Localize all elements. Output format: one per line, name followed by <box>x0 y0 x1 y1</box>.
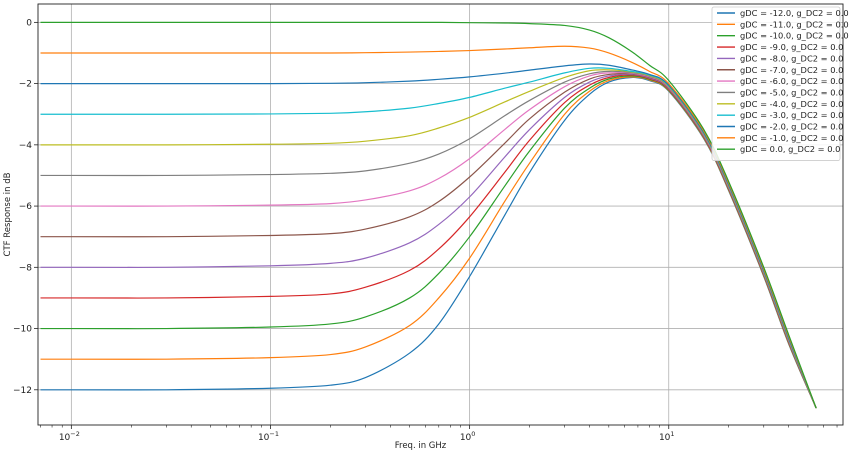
legend-entry: gDC = -7.0, g_DC2 = 0.0 <box>740 65 843 75</box>
y-tick-label: −6 <box>19 202 33 212</box>
y-tick-label: 0 <box>26 18 32 28</box>
x-tick-label: 101 <box>659 430 675 443</box>
x-axis-ticks: 10−2 10−1 100 101 <box>40 425 838 443</box>
series-line-10 <box>40 63 817 409</box>
plot-frame <box>37 3 844 426</box>
legend-entry: gDC = -12.0, g_DC2 = 0.0 <box>740 8 849 18</box>
y-tick-label: −4 <box>19 141 33 151</box>
legend-entry: gDC = -3.0, g_DC2 = 0.0 <box>740 110 843 120</box>
y-tick-label: −8 <box>19 263 33 273</box>
x-tick-label: 10−2 <box>59 430 80 443</box>
legend-entry: gDC = -11.0, g_DC2 = 0.0 <box>740 19 849 29</box>
x-tick-label: 100 <box>460 430 476 443</box>
legend-entry: gDC = -4.0, g_DC2 = 0.0 <box>740 99 843 109</box>
legend-entry: gDC = -5.0, g_DC2 = 0.0 <box>740 87 843 97</box>
x-axis-label: Freq. in GHz <box>395 441 447 451</box>
y-axis-ticks: 0 −2 −4 −6 −8 −10 −12 <box>13 18 38 396</box>
legend-entry: gDC = -2.0, g_DC2 = 0.0 <box>740 122 843 132</box>
legend-entry: gDC = -9.0, g_DC2 = 0.0 <box>740 42 843 52</box>
legend-entry: gDC = 0.0, g_DC2 = 0.0 <box>740 144 840 154</box>
y-tick-label: −2 <box>19 80 32 90</box>
x-tick-label: 10−1 <box>258 430 279 443</box>
y-tick-label: −12 <box>13 386 32 396</box>
y-axis-label: CTF Response in dB <box>3 172 13 256</box>
legend-entry: gDC = -8.0, g_DC2 = 0.0 <box>740 53 843 63</box>
legend-box <box>711 6 841 161</box>
legend-entry: gDC = -1.0, g_DC2 = 0.0 <box>740 133 843 143</box>
series-line-12 <box>40 21 817 409</box>
legend-entry: gDC = -10.0, g_DC2 = 0.0 <box>740 31 849 41</box>
y-tick-label: −10 <box>13 325 32 335</box>
series-lines <box>40 21 817 409</box>
legend-entry: gDC = -6.0, g_DC2 = 0.0 <box>740 76 843 86</box>
